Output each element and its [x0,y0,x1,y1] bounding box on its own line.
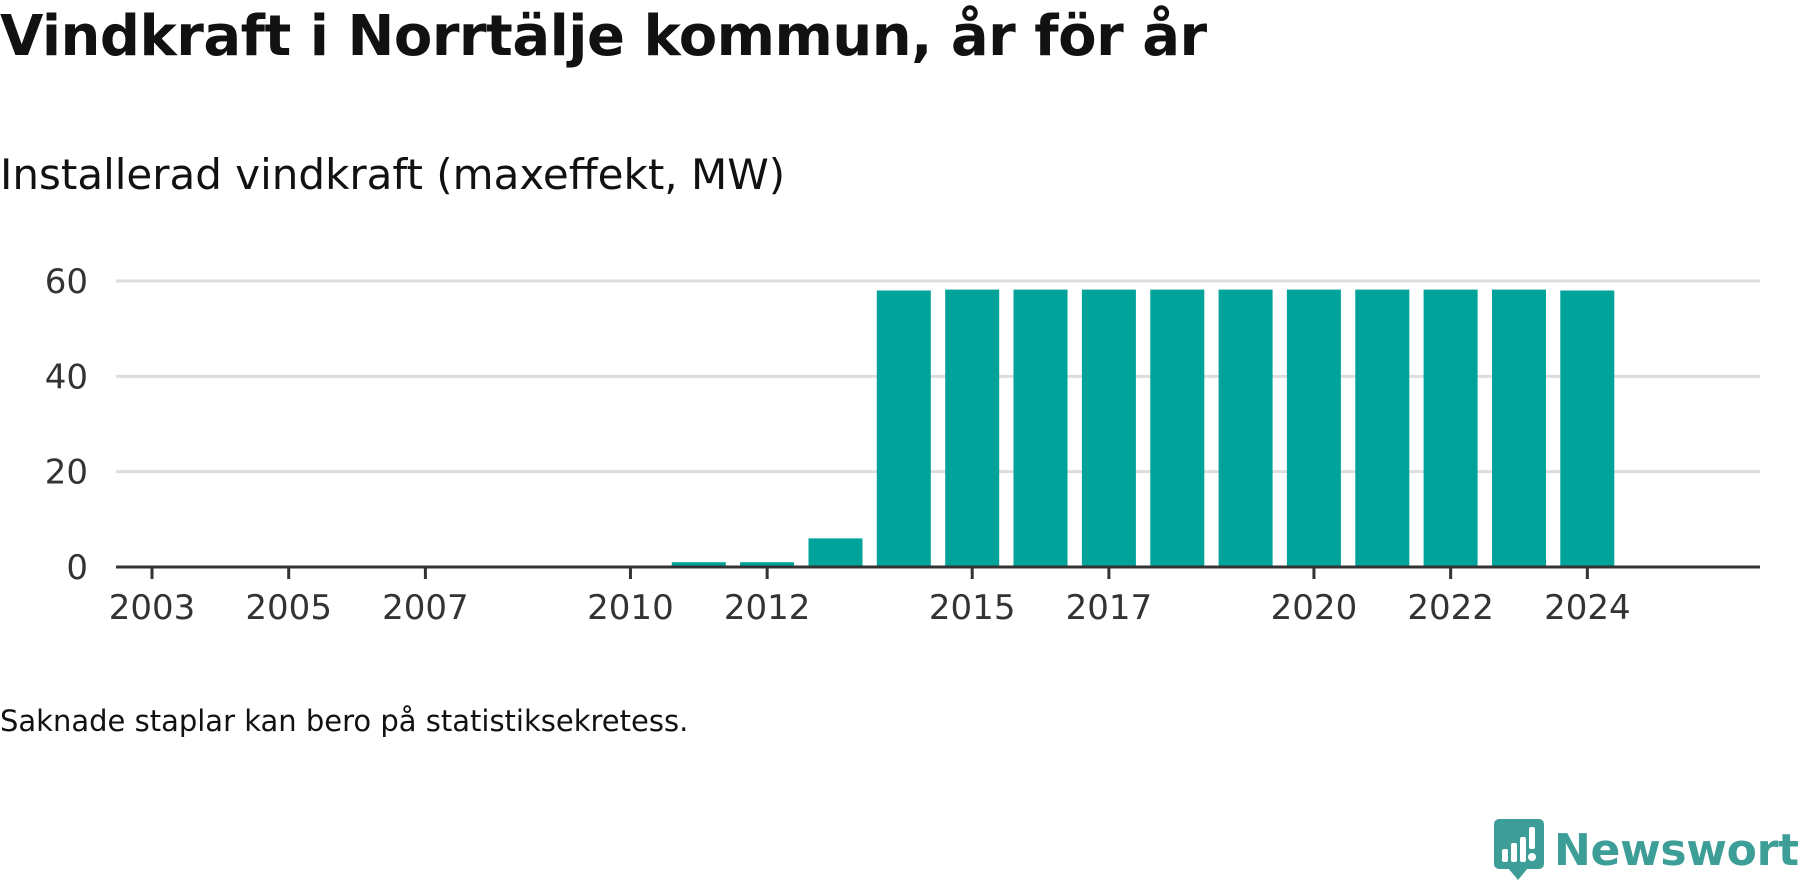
bar-2019 [1218,289,1273,567]
chart-subtitle: Installerad vindkraft (maxeffekt, MW) [0,150,786,199]
x-tick-label: 2020 [1271,588,1358,628]
bar-2024 [1560,290,1615,567]
bar-2017 [1081,289,1136,567]
bar-2022 [1423,289,1478,567]
x-axis-ticks: 2003 2005 2007 2010 2012 2015 2017 2020 2022 2024 [109,567,1631,628]
bar-2013 [808,538,863,567]
bar-2021 [1355,289,1410,567]
x-tick-label: 2005 [245,588,332,628]
bar-2016 [1013,289,1068,567]
x-tick-label: 2022 [1407,588,1494,628]
x-tick-label: 2012 [724,588,811,628]
bar-2020 [1286,289,1341,567]
bar-2018 [1150,289,1205,567]
x-tick-label: 2015 [929,588,1016,628]
y-tick-label: 20 [45,453,88,493]
y-tick-label: 40 [45,357,88,397]
y-axis-ticks: 0 20 40 60 [45,262,88,588]
y-tick-label: 60 [45,262,88,302]
bar-chart: 0 20 40 60 2003 2005 2007 2010 2012 2015 2017 2020… [45,262,1760,628]
x-tick-label: 2003 [109,588,196,628]
brand-name: Newsworthy [1554,824,1800,876]
bar-2015 [945,289,1000,567]
bar-2023 [1492,289,1546,567]
bar-2011 [671,562,726,567]
footnote: Saknade staplar kan bero på statistiksek… [0,704,689,738]
x-tick-label: 2007 [382,588,469,628]
x-tick-label: 2017 [1066,588,1153,628]
y-tick-label: 0 [66,548,88,588]
x-tick-label: 2010 [587,588,674,628]
chart-title: Vindkraft i Norrtälje kommun, år för år [0,4,1207,69]
bar-chart-speech-bubble-icon [1494,819,1544,880]
x-tick-label: 2024 [1544,588,1631,628]
bar-2012 [740,562,795,567]
newsworthy-brand[interactable]: Newsworthy [1494,819,1800,880]
gridlines [116,279,1760,474]
bar-2014 [876,290,931,567]
bars [671,289,1615,567]
